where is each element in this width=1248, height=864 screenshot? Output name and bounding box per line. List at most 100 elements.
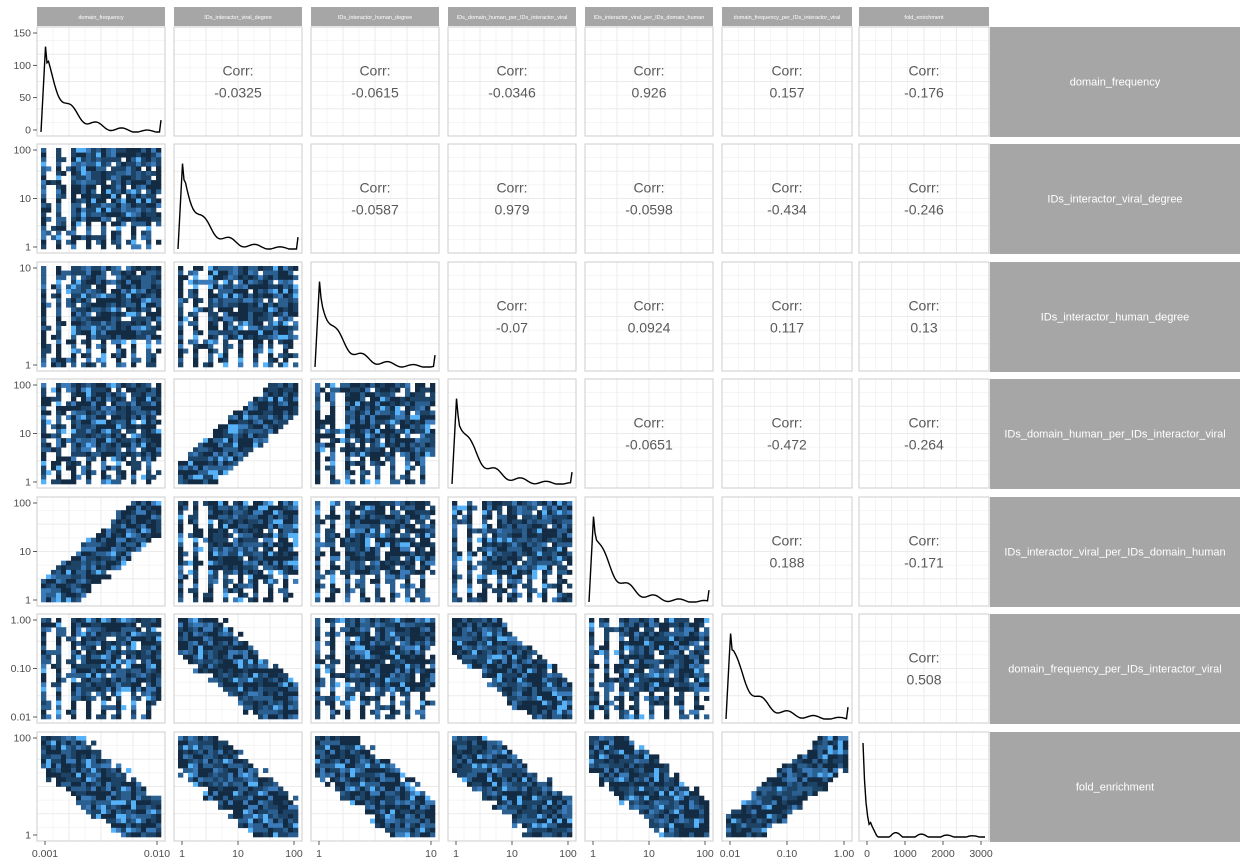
heatmap-cell [91,456,97,462]
heatmap-cell [208,339,214,345]
heatmap-cell [203,654,209,660]
heatmap-cell [400,505,406,511]
heatmap-cell [330,519,336,525]
heatmap-cell [193,307,199,313]
heatmap-cell [390,383,396,388]
heatmap-cell [46,216,52,222]
heatmap-cell [141,673,147,678]
heatmap-cell [430,533,436,538]
heatmap-cell [151,645,157,651]
heatmap-cell [41,230,47,236]
heatmap-cell [268,275,274,281]
heatmap-cell [238,293,244,299]
heatmap-cell [415,528,421,534]
heatmap-cell [146,659,152,665]
heatmap-cell [106,216,112,222]
heatmap-cell [141,451,147,457]
heatmap-cell [355,410,361,416]
heatmap-cell [131,451,137,457]
heatmap-cell [258,339,264,345]
heatmap-cell [223,663,229,669]
heatmap-cell [121,668,127,674]
heatmap-cell [91,330,97,336]
heatmap-cell [238,659,244,665]
heatmap-cell [248,293,254,299]
heatmap-cell [390,470,396,476]
heatmap-cell [370,428,376,434]
heatmap-cell [208,348,214,354]
heatmap-cell [375,424,381,430]
heatmap-cell [517,569,523,575]
heatmap-cell [365,387,371,393]
heatmap-cells [41,501,162,603]
heatmap-cell [41,321,47,326]
heatmap-cell [268,348,274,354]
heatmap-cell [380,673,386,678]
heatmap-cell [46,659,52,665]
heatmap-cell [183,298,189,303]
heatmap-cell [116,221,122,227]
heatmap-cell [111,428,117,434]
heatmap-cell [243,592,249,598]
heatmap-cell [375,428,381,434]
heatmap-cell [116,207,122,213]
heatmap-cell [288,501,294,506]
heatmap-cell [315,519,321,525]
heatmap-cell [345,592,351,598]
heatmap-cell [141,216,147,222]
heatmap-cell [136,451,142,457]
heatmap-cell [243,542,249,548]
heatmap-cell [106,387,112,393]
heatmap-cell [71,645,77,651]
heatmap-cell [452,542,458,548]
heatmap-cell [121,221,127,227]
heatmap-cell [91,654,97,660]
heatmap-cell [41,226,47,231]
heatmap-cell [151,442,157,448]
heatmap-cell [76,574,82,580]
heatmap-cell [492,650,498,655]
heatmap-cell [183,650,189,655]
heatmap-cell [193,321,199,326]
heatmap-cell [497,631,503,637]
heatmap-cell [111,207,117,213]
heatmap-cell [193,636,199,642]
heatmap-cell [183,627,189,633]
heatmap-cell [335,696,341,701]
heatmap-cell [527,565,533,571]
heatmap-cell [330,474,336,480]
heatmap-cell [116,627,122,633]
heatmap-cell [405,569,411,575]
heatmap-cell [345,705,351,711]
heatmap-cell [136,166,142,172]
heatmap-cell [335,533,341,538]
heatmap-cell [81,311,87,317]
heatmap-cell [116,279,122,285]
heatmap-cell [452,551,458,557]
heatmap-cell [507,583,513,589]
heatmap-cell [410,465,416,471]
heatmap-cell [81,438,87,443]
heatmap-cell [76,447,82,453]
heatmap-cell [111,438,117,443]
heatmap-cell [507,560,513,566]
heatmap-cell [365,631,371,637]
heatmap-cell [400,415,406,420]
heatmap-cell [71,556,77,561]
heatmap-cell [56,709,62,715]
heatmap-cell [263,524,269,529]
heatmap-cell [335,588,341,594]
heatmap-cell [146,682,152,688]
heatmap-cell [420,663,426,669]
heatmap-cell [56,157,62,163]
heatmap-cell [208,622,214,628]
heatmap-cell [66,560,72,566]
heatmap-cell [111,565,117,571]
heatmap-cell [278,311,284,317]
heatmap-cell [126,551,132,557]
heatmap-cell [91,189,97,195]
heatmap-cell [61,597,67,603]
heatmap-cell [350,631,356,637]
heatmap-cell [41,465,47,471]
heatmap-cell [151,641,157,646]
